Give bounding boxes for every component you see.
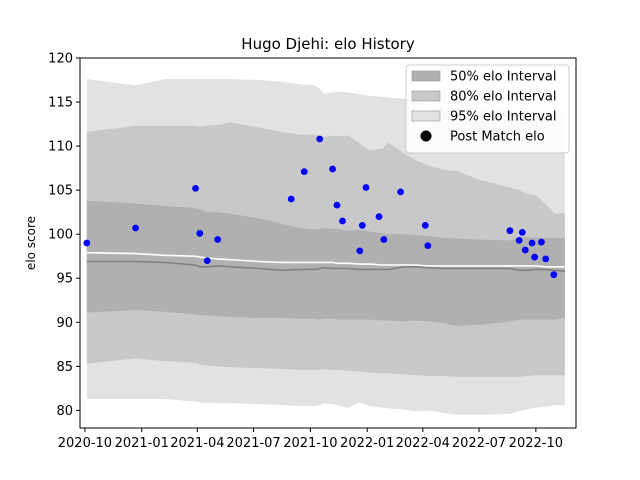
post-match-elo-point-15 <box>375 213 383 221</box>
post-match-elo-point-22 <box>518 229 526 236</box>
post-match-elo-point-26 <box>538 238 545 246</box>
y-tick-label: 85 <box>56 360 73 375</box>
y-tick-label: 110 <box>48 140 73 155</box>
post-match-elo-point-16 <box>380 236 388 243</box>
legend-swatch-1 <box>411 90 441 102</box>
legend-box <box>405 64 570 154</box>
mean-elo-line <box>86 251 565 268</box>
y-tick-label: 100 <box>48 228 73 243</box>
post-match-elo-point-13 <box>358 222 366 229</box>
plot-area <box>83 79 565 415</box>
post-match-elo-point-17 <box>397 188 404 196</box>
post-match-elo-point-11 <box>339 217 346 225</box>
legend-label-3: Post Match elo <box>450 130 545 145</box>
x-tick-label: 2021-04 <box>170 436 224 451</box>
chart-title: Hugo Djehi: elo History <box>241 35 415 53</box>
post-match-elo-point-8 <box>316 135 324 143</box>
post-match-elo-point-25 <box>531 253 538 261</box>
x-tick-label: 2022-04 <box>396 436 450 451</box>
post-match-elo-point-28 <box>550 271 558 279</box>
legend-swatch-0 <box>411 70 441 82</box>
band-50-interval <box>86 200 565 326</box>
post-match-elo-point-2 <box>192 185 199 192</box>
post-match-elo-point-21 <box>515 237 523 244</box>
post-match-elo-point-27 <box>542 255 550 263</box>
y-axis-label: elo score <box>24 216 38 270</box>
post-match-elo-point-24 <box>528 239 536 247</box>
post-match-elo-point-19 <box>424 242 432 250</box>
post-match-elo-point-9 <box>329 165 336 173</box>
legend-label-1: 80% elo Interval <box>450 90 557 105</box>
y-tick-label: 105 <box>48 184 73 199</box>
x-tick-label: 2021-07 <box>226 436 280 451</box>
post-match-elo-point-3 <box>196 229 204 237</box>
post-match-elo-point-14 <box>362 184 370 191</box>
post-match-elo-point-7 <box>300 168 308 176</box>
y-tick-label: 115 <box>48 96 73 111</box>
post-match-elo-point-6 <box>287 195 295 203</box>
post-match-elo-point-20 <box>506 227 514 235</box>
axes-frame <box>79 57 577 429</box>
y-tick-label: 90 <box>56 316 73 331</box>
legend-label-2: 95% elo Interval <box>450 110 557 125</box>
post-match-elo-point-4 <box>203 257 211 264</box>
post-match-elo-point-0 <box>83 239 91 247</box>
legend-swatch-2 <box>411 110 441 122</box>
legend-marker-3 <box>420 130 432 142</box>
x-tick-label: 2021-01 <box>115 436 169 451</box>
median-elo-line <box>86 260 565 272</box>
post-match-elo-point-18 <box>421 222 429 229</box>
x-tick-label: 2022-07 <box>452 436 506 451</box>
post-match-elo-point-23 <box>521 246 529 254</box>
post-match-elo-point-10 <box>333 201 341 209</box>
post-match-elo-point-5 <box>214 236 222 243</box>
x-tick-label: 2022-01 <box>340 436 394 451</box>
post-match-elo-point-1 <box>132 224 140 232</box>
y-tick-label: 120 <box>48 52 73 67</box>
x-tick-label: 2022-10 <box>509 436 563 451</box>
legend: 50% elo Interval 80% elo Interval 95% elo … <box>405 64 570 154</box>
x-tick-label: 2020-10 <box>58 436 112 451</box>
post-match-elo-point-12 <box>356 247 364 255</box>
y-tick-label: 95 <box>56 272 73 287</box>
legend-label-0: 50% elo Interval <box>450 70 557 85</box>
x-tick-label: 2021-10 <box>283 436 337 451</box>
y-tick-label: 80 <box>56 404 73 419</box>
